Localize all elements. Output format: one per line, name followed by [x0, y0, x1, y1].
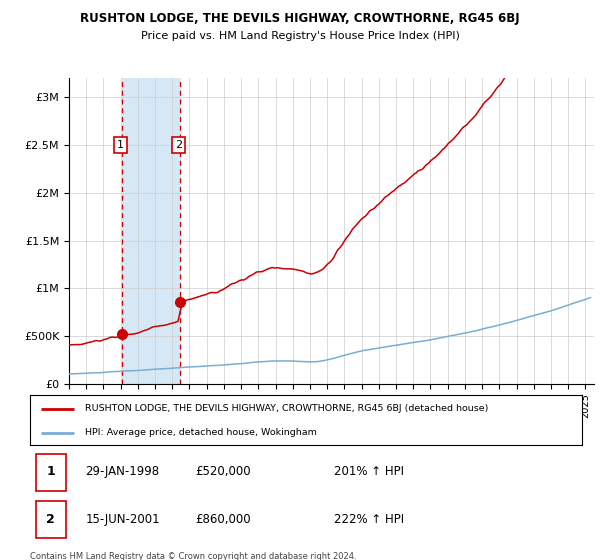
Text: 1: 1 [117, 140, 124, 150]
Text: 222% ↑ HPI: 222% ↑ HPI [334, 513, 404, 526]
Text: RUSHTON LODGE, THE DEVILS HIGHWAY, CROWTHORNE, RG45 6BJ: RUSHTON LODGE, THE DEVILS HIGHWAY, CROWT… [80, 12, 520, 25]
Bar [122, 78, 180, 384]
Text: Price paid vs. HM Land Registry's House Price Index (HPI): Price paid vs. HM Land Registry's House … [140, 31, 460, 41]
Text: 2: 2 [46, 513, 55, 526]
Text: 201% ↑ HPI: 201% ↑ HPI [334, 465, 404, 478]
Text: 2: 2 [175, 140, 182, 150]
Text: 15-JUN-2001: 15-JUN-2001 [85, 513, 160, 526]
Text: Contains HM Land Registry data © Crown copyright and database right 2024.
This d: Contains HM Land Registry data © Crown c… [30, 552, 356, 560]
FancyBboxPatch shape [35, 454, 66, 491]
Text: £520,000: £520,000 [196, 465, 251, 478]
Text: 1: 1 [46, 465, 55, 478]
Text: HPI: Average price, detached house, Wokingham: HPI: Average price, detached house, Woki… [85, 428, 317, 437]
Text: £860,000: £860,000 [196, 513, 251, 526]
FancyBboxPatch shape [35, 501, 66, 538]
Text: 29-JAN-1998: 29-JAN-1998 [85, 465, 160, 478]
Text: RUSHTON LODGE, THE DEVILS HIGHWAY, CROWTHORNE, RG45 6BJ (detached house): RUSHTON LODGE, THE DEVILS HIGHWAY, CROWT… [85, 404, 488, 413]
